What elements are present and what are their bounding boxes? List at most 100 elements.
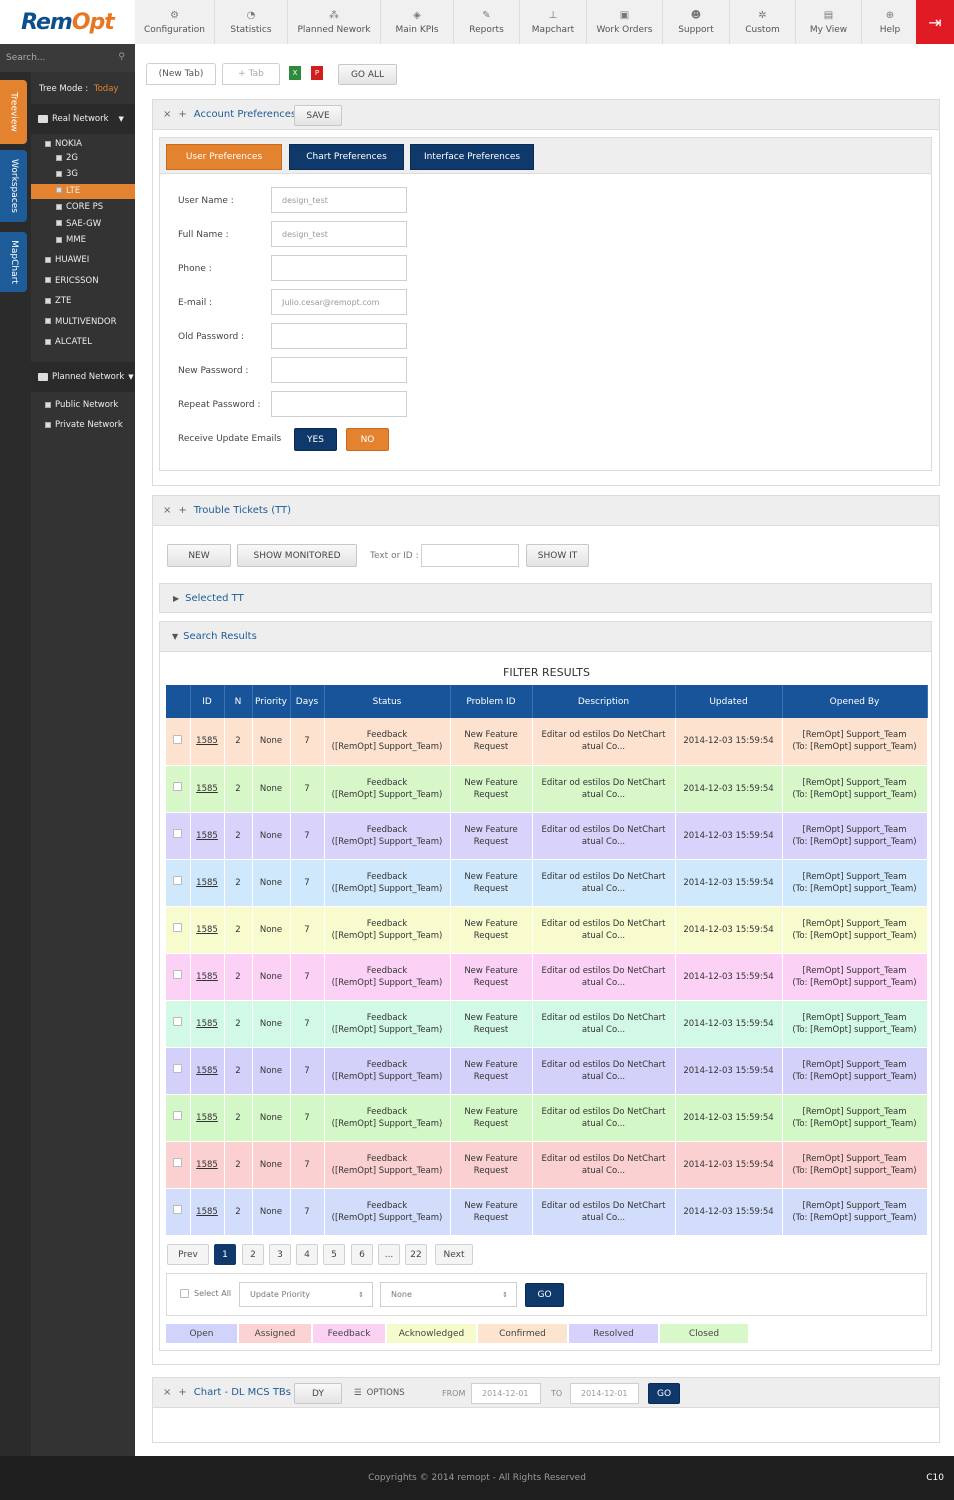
text-or-id-input[interactable]: [421, 544, 519, 567]
tree-item-ericsson[interactable]: ERICSSON: [31, 276, 135, 286]
page-button-ellipsis[interactable]: ...: [378, 1244, 400, 1265]
table-row[interactable]: 1585 2 None 7 Feedback ([RemOpt] Support_Team…: [166, 1047, 928, 1095]
row-checkbox[interactable]: [173, 1017, 183, 1026]
plus-icon[interactable]: +: [178, 1387, 187, 1398]
table-row[interactable]: 1585 2 None 7 Feedback ([RemOpt] Support_Team…: [166, 859, 928, 907]
column-header[interactable]: Problem ID: [450, 685, 533, 718]
menu-item-planned-nework[interactable]: ⁂ Planned Nework: [288, 0, 381, 44]
close-icon[interactable]: ×: [163, 109, 172, 120]
page-button-next[interactable]: Next: [435, 1244, 473, 1265]
tree-item-private-network[interactable]: Private Network: [31, 420, 135, 430]
row-checkbox[interactable]: [173, 782, 183, 791]
tree-mode-value[interactable]: Today: [93, 84, 119, 94]
search-box[interactable]: Search... ⚲: [0, 44, 135, 72]
page-button-2[interactable]: 2: [242, 1244, 264, 1265]
tree-item-multivendor[interactable]: MULTIVENDOR: [31, 317, 135, 327]
table-row[interactable]: 1585 2 None 7 Feedback ([RemOpt] Support_Team…: [166, 906, 928, 954]
tab-new-tab[interactable]: (New Tab): [146, 63, 216, 85]
row-checkbox[interactable]: [173, 1158, 183, 1167]
search-icon[interactable]: ⚲: [118, 52, 125, 62]
search-results-header[interactable]: ▼ Search Results: [160, 622, 931, 652]
dy-button[interactable]: DY: [294, 1383, 342, 1404]
table-row[interactable]: 1585 2 None 7 Feedback ([RemOpt] Support_Team…: [166, 1094, 928, 1142]
tree-item-lte[interactable]: LTE: [31, 183, 135, 199]
row-checkbox[interactable]: [173, 1111, 183, 1120]
column-header[interactable]: Priority: [252, 685, 291, 718]
chart-go-button[interactable]: GO: [648, 1383, 680, 1404]
go-all-button[interactable]: GO ALL: [338, 64, 397, 85]
to-date-input[interactable]: 2014-12-01: [570, 1383, 639, 1404]
menu-item-mapchart[interactable]: ⊥ Mapchart: [520, 0, 587, 44]
table-row[interactable]: 1585 2 None 7 Feedback ([RemOpt] Support_Team…: [166, 1000, 928, 1048]
ticket-id-link[interactable]: 1585: [196, 830, 218, 841]
page-button-3[interactable]: 3: [269, 1244, 291, 1265]
excel-icon[interactable]: X: [289, 66, 301, 80]
tree-item-2g[interactable]: 2G: [31, 151, 135, 166]
ticket-id-link[interactable]: 1585: [196, 1159, 218, 1170]
menu-item-configuration[interactable]: ⚙ Configuration: [135, 0, 215, 44]
row-checkbox[interactable]: [173, 1064, 183, 1073]
column-header[interactable]: Status: [324, 685, 451, 718]
show-monitored-button[interactable]: SHOW MONITORED: [237, 544, 357, 567]
tree-item-mme[interactable]: MME: [31, 233, 135, 248]
bulk-go-button[interactable]: GO: [525, 1283, 564, 1307]
field-input-old-password[interactable]: [271, 323, 407, 349]
menu-item-main-kpis[interactable]: ◈ Main KPIs: [381, 0, 454, 44]
search-input[interactable]: Search...: [6, 53, 46, 63]
close-icon[interactable]: ×: [163, 1387, 172, 1398]
field-input-e-mail[interactable]: Julio.cesar@remopt.com: [271, 289, 407, 315]
column-header[interactable]: Updated: [675, 685, 783, 718]
row-checkbox[interactable]: [173, 923, 183, 932]
tree-item-zte[interactable]: ZTE: [31, 296, 135, 306]
column-header[interactable]: Description: [532, 685, 676, 718]
save-button[interactable]: SAVE: [294, 105, 342, 126]
ticket-id-link[interactable]: 1585: [196, 1065, 218, 1076]
column-header[interactable]: ID: [190, 685, 225, 718]
field-input-phone[interactable]: [271, 255, 407, 281]
row-checkbox[interactable]: [173, 829, 183, 838]
ticket-id-link[interactable]: 1585: [196, 924, 218, 935]
menu-item-help[interactable]: ⊕ Help: [862, 0, 919, 44]
column-header[interactable]: Days: [290, 685, 325, 718]
page-button-22[interactable]: 22: [405, 1244, 427, 1265]
update-priority-select[interactable]: Update Priority ⇕: [239, 1282, 373, 1307]
logo[interactable]: RemOpt: [0, 0, 135, 44]
ticket-id-link[interactable]: 1585: [196, 736, 218, 747]
column-header[interactable]: [166, 685, 191, 718]
field-input-full-name[interactable]: design_test: [271, 221, 407, 247]
tree-item-3g[interactable]: 3G: [31, 167, 135, 182]
select-all-checkbox[interactable]: Select All: [180, 1289, 231, 1298]
menu-item-statistics[interactable]: ◔ Statistics: [215, 0, 288, 44]
options-button[interactable]: ☰ OPTIONS: [354, 1388, 405, 1398]
tab-mapchart[interactable]: MapChart: [0, 232, 27, 292]
field-input-new-password[interactable]: [271, 357, 407, 383]
no-button[interactable]: NO: [346, 428, 389, 451]
ticket-id-link[interactable]: 1585: [196, 1206, 218, 1217]
table-row[interactable]: 1585 2 None 7 Feedback ([RemOpt] Support_Team…: [166, 953, 928, 1001]
add-tab-button[interactable]: + Tab: [222, 63, 280, 85]
ticket-id-link[interactable]: 1585: [196, 783, 218, 794]
row-checkbox[interactable]: [173, 876, 183, 885]
table-row[interactable]: 1585 2 None 7 Feedback ([RemOpt] Support_Team…: [166, 718, 928, 766]
tab-workspaces[interactable]: Workspaces: [0, 150, 27, 222]
yes-button[interactable]: YES: [294, 428, 337, 451]
field-input-user-name[interactable]: design_test: [271, 187, 407, 213]
menu-item-work-orders[interactable]: ▣ Work Orders: [587, 0, 663, 44]
tree-item-core-ps[interactable]: CORE PS: [31, 200, 135, 215]
tab-user-preferences[interactable]: User Preferences: [166, 144, 282, 170]
tree-item-public-network[interactable]: Public Network: [31, 400, 135, 410]
tree-item-huawei[interactable]: HUAWEI: [31, 255, 135, 265]
ticket-id-link[interactable]: 1585: [196, 1018, 218, 1029]
checkbox-icon[interactable]: [180, 1289, 189, 1298]
tree-real-network[interactable]: Real Network ▼: [31, 104, 135, 134]
column-header[interactable]: N: [224, 685, 253, 718]
logout-button[interactable]: ⇥: [916, 0, 954, 44]
menu-item-support[interactable]: ☻ Support: [663, 0, 730, 44]
selected-tt-section[interactable]: ▶ Selected TT: [159, 583, 932, 613]
menu-item-custom[interactable]: ✲ Custom: [730, 0, 796, 44]
tree-item-alcatel[interactable]: ALCATEL: [31, 337, 135, 347]
tab-chart-preferences[interactable]: Chart Preferences: [289, 144, 404, 170]
page-button-prev[interactable]: Prev: [167, 1244, 209, 1265]
tab-interface-preferences[interactable]: Interface Preferences: [410, 144, 534, 170]
pdf-icon[interactable]: P: [311, 66, 323, 80]
